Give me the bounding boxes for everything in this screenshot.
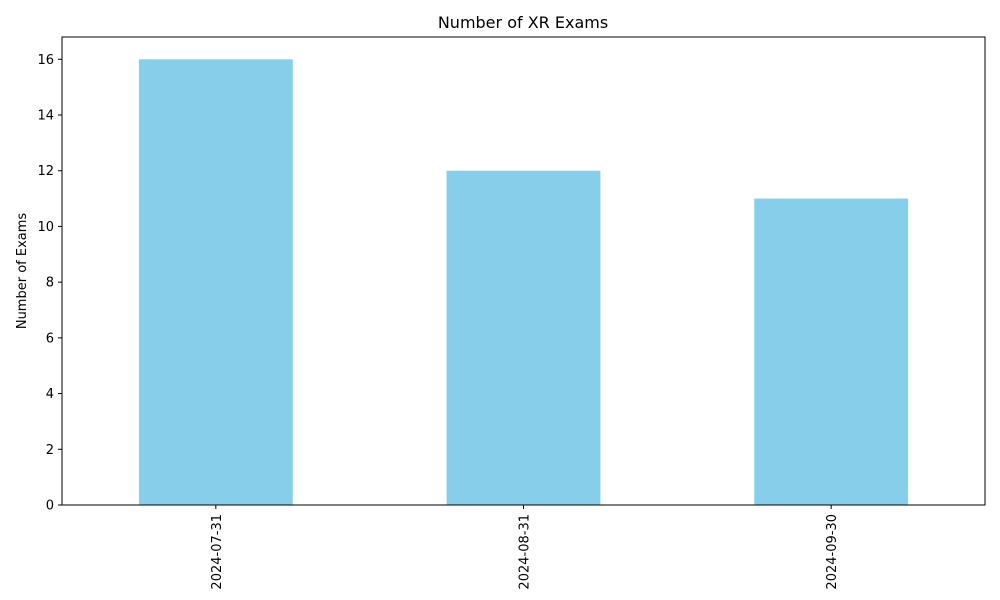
y-tick-label: 8 — [46, 276, 54, 291]
bar-2024-07-31 — [138, 59, 293, 505]
y-tick-label: 10 — [37, 220, 54, 235]
y-tick-label: 4 — [46, 387, 54, 402]
y-tick-label: 14 — [37, 109, 54, 124]
y-axis-ticks: 0 2 4 6 8 10 12 14 16 — [37, 53, 62, 514]
bar-2024-09-30 — [754, 198, 909, 505]
x-tick-label: 2024-09-30 — [825, 514, 840, 590]
y-axis-label: Number of Exams — [15, 213, 30, 330]
y-tick-label: 0 — [46, 499, 54, 514]
y-tick-label: 12 — [37, 164, 54, 179]
y-tick-label: 16 — [37, 53, 54, 68]
y-tick-label: 6 — [46, 331, 54, 346]
x-tick-label: 2024-07-31 — [210, 514, 225, 590]
x-tick-label: 2024-08-31 — [518, 514, 533, 590]
x-axis-ticks: 2024-07-31 2024-08-31 2024-09-30 — [210, 505, 840, 590]
plot-frame — [61, 36, 986, 506]
chart-title: Number of XR Exams — [438, 13, 608, 32]
y-tick-label: 2 — [46, 443, 54, 458]
bar-2024-08-31 — [446, 170, 601, 505]
bars-group — [138, 59, 909, 505]
